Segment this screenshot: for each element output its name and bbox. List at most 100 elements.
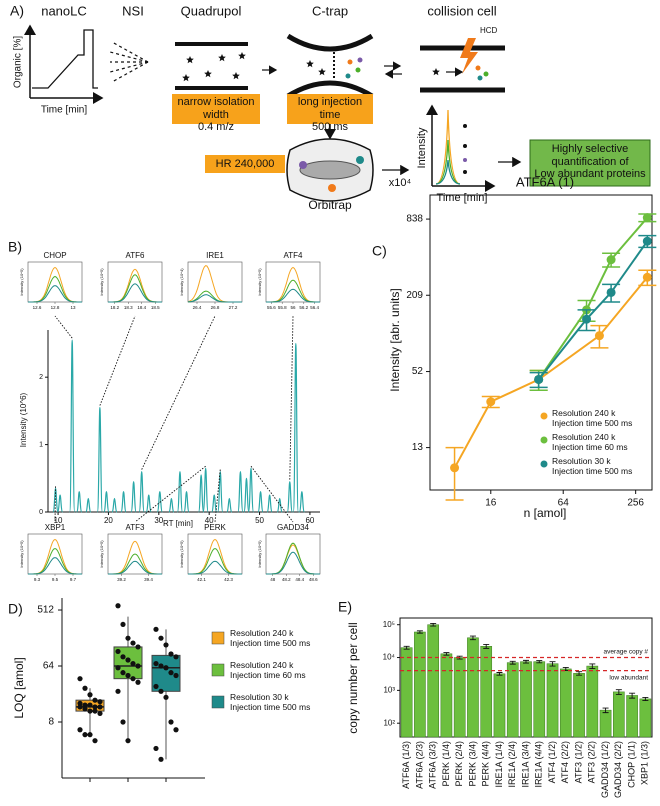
inset-trace	[266, 551, 320, 575]
step-label: collision cell	[427, 3, 496, 18]
step-label: nanoLC	[41, 3, 87, 18]
panel-label: B)	[8, 239, 22, 255]
point	[77, 700, 83, 706]
inset-trace	[266, 542, 320, 575]
bar	[400, 647, 413, 738]
x-tick-label: ATF6A (3/3)	[428, 741, 438, 789]
peak	[103, 491, 110, 513]
x-tick-label: ATF6A (1/3)	[401, 741, 411, 789]
point	[153, 745, 159, 752]
ion-star	[204, 70, 212, 78]
x-tick-label: PERK (4/4)	[481, 741, 491, 787]
inset-title: XBP1	[45, 523, 66, 532]
point	[153, 683, 159, 690]
error-bar	[629, 692, 636, 699]
x-tick-label: IRE1A (4/4)	[534, 741, 544, 788]
peak	[286, 481, 293, 513]
inset-title: PERK	[204, 523, 226, 532]
step-label: NSI	[122, 3, 144, 18]
inset-frame	[107, 261, 163, 303]
inset-frame	[107, 533, 163, 575]
axis-label: Time [min]	[41, 105, 88, 116]
inset-x-tick-label: 42.3	[224, 577, 233, 582]
inset-trace	[28, 547, 82, 575]
y-tick-label: 0	[39, 509, 43, 516]
y-tick-label: 10⁴	[383, 653, 396, 662]
point	[125, 738, 131, 744]
point	[130, 676, 136, 682]
ion-star	[318, 68, 326, 76]
signal-trace	[435, 159, 461, 185]
y-tick-label: 64	[43, 661, 55, 672]
inset-x-tick-label: 56	[290, 305, 296, 310]
inset-trace	[266, 266, 320, 303]
panel-label: C)	[372, 243, 387, 259]
x-tick-label: 60	[305, 516, 314, 525]
y-tick-label: 512	[37, 605, 54, 616]
x-tick-label: 10	[54, 516, 63, 525]
peak	[56, 494, 64, 513]
bar	[626, 695, 638, 738]
error-bar	[430, 623, 437, 627]
inset-trace	[28, 538, 82, 575]
peak	[226, 497, 233, 513]
box-text: Highly selective quantification of Low a…	[534, 143, 646, 181]
point	[125, 635, 131, 641]
peak	[130, 481, 137, 513]
step-label: HCD	[480, 26, 498, 35]
connector	[54, 315, 73, 339]
point	[173, 727, 179, 733]
error-bar	[416, 630, 423, 634]
peak	[276, 497, 283, 513]
point	[120, 654, 126, 660]
spray-lines	[109, 41, 149, 83]
connector	[250, 465, 294, 523]
inset-x-tick-label: 39.2	[117, 577, 126, 582]
axis-label: Organic [%]	[13, 36, 24, 88]
x-tick-label: 16	[485, 498, 497, 509]
inset-x-tick-label: 9.5	[52, 577, 59, 582]
bar	[414, 631, 426, 738]
x-tick-label: PERK (1/4)	[441, 741, 451, 787]
point	[168, 651, 174, 657]
point	[87, 708, 93, 714]
inset-x-tick-label: 12.8	[51, 305, 60, 310]
peak	[247, 467, 255, 513]
inset-frame	[265, 533, 321, 575]
bar	[559, 668, 572, 738]
trend-line	[537, 240, 649, 381]
inset-x-tick-label: 55.6	[267, 305, 276, 310]
inset-title: IRE1	[206, 251, 224, 260]
point	[120, 621, 126, 628]
peak	[257, 491, 264, 513]
error-bar	[523, 659, 529, 664]
step-label: C-trap	[312, 3, 348, 18]
error-bar	[615, 689, 622, 695]
step-label: Quadrupol	[181, 3, 242, 18]
signal-trace	[435, 139, 461, 185]
legend-swatch	[211, 695, 225, 709]
inset-trace	[108, 274, 162, 303]
inset-x-tick-label: 55.8	[278, 305, 287, 310]
peak	[168, 497, 175, 513]
x-tick-label: ATF4 (2/2)	[560, 741, 570, 783]
ctrap-electrode	[286, 33, 374, 52]
inset-x-tick-label: 9.3	[34, 577, 41, 582]
point	[87, 732, 93, 738]
point	[120, 719, 126, 725]
point	[168, 670, 174, 676]
bar	[480, 646, 493, 738]
error-bar	[602, 707, 609, 714]
x-tick-label: GADD34 (2/2)	[613, 741, 623, 798]
point	[486, 397, 496, 407]
legend-swatch	[211, 631, 225, 645]
plot-frame	[429, 194, 653, 491]
error-bar	[576, 671, 583, 676]
orbitrap-spindle	[299, 160, 361, 180]
y-axis-label: copy number per cell	[346, 622, 360, 733]
point	[87, 692, 93, 698]
x-tick-label: PERK (3/4)	[467, 741, 477, 787]
connector	[134, 465, 206, 523]
connector	[289, 315, 294, 480]
peak	[202, 467, 209, 513]
